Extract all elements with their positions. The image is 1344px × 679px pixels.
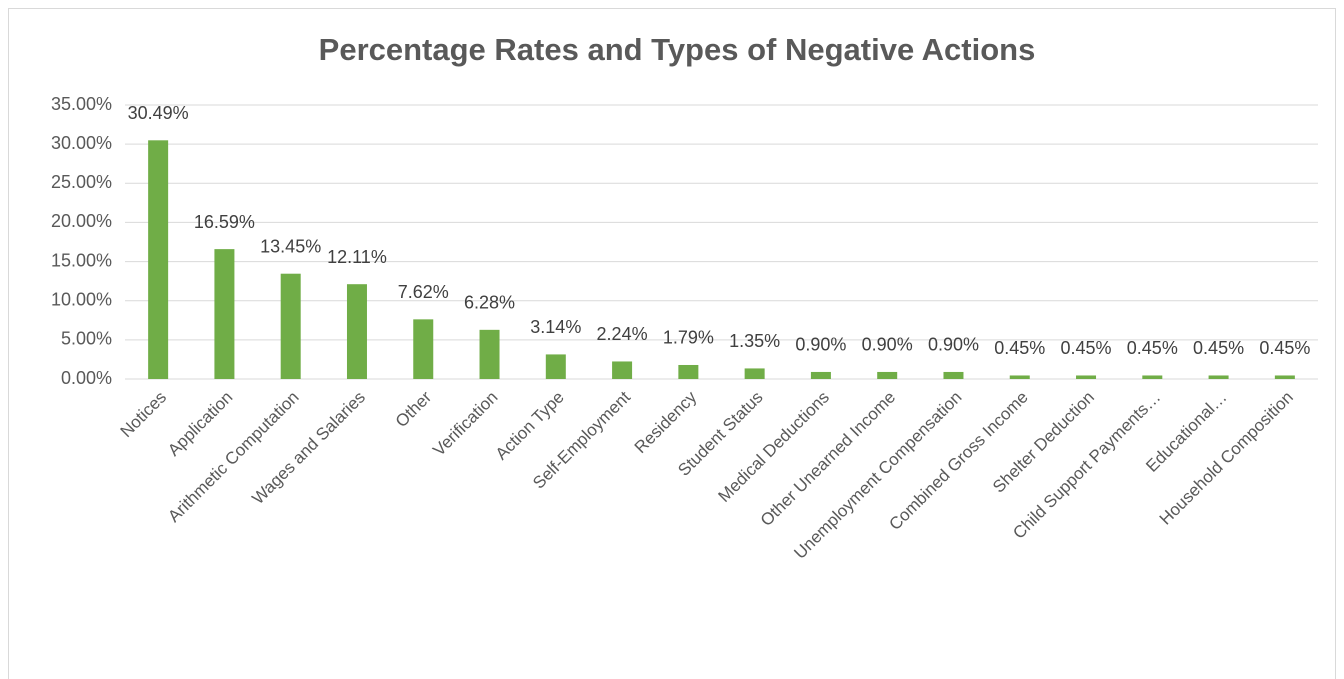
bar [810, 371, 831, 379]
bar [1009, 375, 1030, 379]
y-tick-label: 20.00% [51, 211, 112, 231]
y-tick-label: 5.00% [61, 329, 112, 349]
value-label: 3.14% [530, 317, 581, 337]
bar [1274, 375, 1295, 379]
bar [1208, 375, 1229, 379]
bar [612, 361, 633, 379]
value-label: 0.45% [1127, 338, 1178, 358]
bar [214, 249, 235, 379]
bar [1142, 375, 1163, 379]
chart-title: Percentage Rates and Types of Negative A… [319, 32, 1036, 67]
value-label: 0.45% [1061, 338, 1112, 358]
value-label: 0.45% [1259, 338, 1310, 358]
value-label: 0.90% [862, 335, 913, 355]
bar [1076, 375, 1097, 379]
bar [479, 329, 500, 379]
value-label: 2.24% [597, 324, 648, 344]
value-label: 7.62% [398, 282, 449, 302]
y-tick-label: 0.00% [61, 368, 112, 388]
y-tick-label: 15.00% [51, 250, 112, 270]
value-label: 1.79% [663, 328, 714, 348]
value-label: 12.11% [327, 247, 387, 267]
y-tick-label: 30.00% [51, 133, 112, 153]
value-label: 0.90% [928, 335, 979, 355]
value-label: 13.45% [260, 236, 321, 256]
value-label: 16.59% [194, 212, 255, 232]
bar [280, 273, 301, 379]
value-label: 6.28% [464, 293, 515, 313]
bar [545, 354, 566, 379]
bar [148, 140, 169, 379]
y-tick-label: 10.00% [51, 289, 112, 309]
y-tick-label: 25.00% [51, 172, 112, 192]
value-label: 0.45% [994, 338, 1045, 358]
y-tick-label: 35.00% [51, 94, 112, 114]
value-label: 0.90% [795, 335, 846, 355]
bar [943, 371, 964, 379]
bar [346, 284, 367, 379]
bar [413, 319, 434, 379]
bar [877, 371, 898, 379]
value-label: 0.45% [1193, 338, 1244, 358]
value-label: 1.35% [729, 331, 780, 351]
value-label: 30.49% [128, 103, 189, 123]
bar [678, 364, 699, 379]
bar [744, 368, 765, 379]
